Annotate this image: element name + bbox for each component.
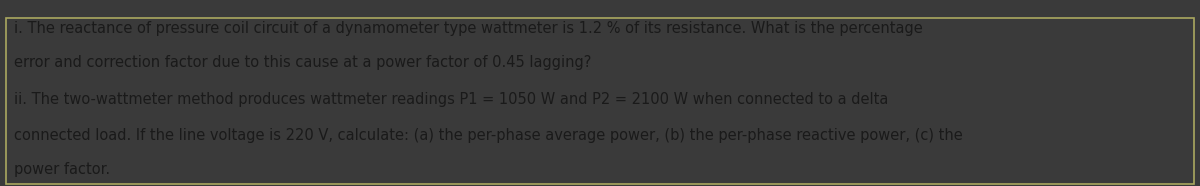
Text: connected load. If the line voltage is 220 V, calculate: (a) the per-phase avera: connected load. If the line voltage is 2… — [14, 128, 964, 143]
Text: error and correction factor due to this cause at a power factor of 0.45 lagging?: error and correction factor due to this … — [14, 55, 592, 70]
Text: power factor.: power factor. — [14, 162, 110, 177]
Text: ii. The two-wattmeter method produces wattmeter readings P1 = 1050 W and P2 = 21: ii. The two-wattmeter method produces wa… — [14, 92, 889, 107]
Text: i. The reactance of pressure coil circuit of a dynamometer type wattmeter is 1.2: i. The reactance of pressure coil circui… — [14, 20, 923, 36]
